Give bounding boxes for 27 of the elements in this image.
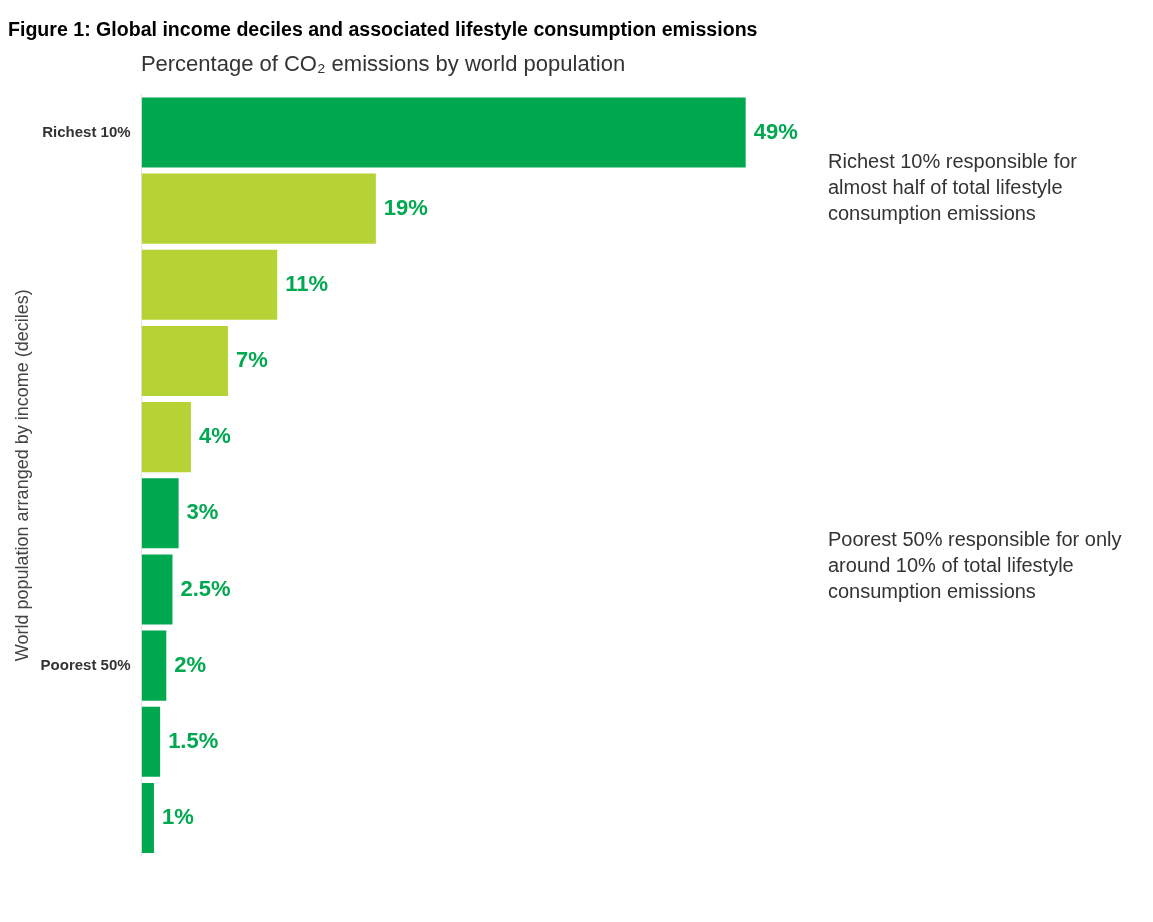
bar [141,325,228,396]
bar [141,402,191,473]
bar [141,249,278,320]
data-label: 1.5% [168,727,219,753]
y-tick-label: Richest 10% [42,122,131,140]
chart-subtitle: Percentage of CO₂ emissions by world population [140,51,626,77]
data-label: 49% [753,118,798,144]
data-label: 2% [174,651,207,677]
bar [141,97,746,168]
text: Richest 10% responsible for almost half of total lifestyle consumption emissions [828,149,1078,226]
data-label: 1% [161,803,194,829]
y-axis-title: World population arranged by income (deciles) [11,289,32,662]
text: Poorest 50% responsible for only around 10% of total lifestyle consumption emissions [828,527,1123,604]
bar [141,782,154,853]
bar [141,173,376,244]
bar [141,478,179,549]
data-label: 3% [186,499,219,525]
data-label: 11% [285,270,329,296]
data-label: 4% [198,423,231,449]
bar [141,706,161,777]
data-label: 19% [383,194,428,220]
data-label: 7% [235,347,268,373]
y-tick-label: Poorest 50% [40,655,131,673]
bar [141,554,173,625]
chart-title: Figure 1: Global income deciles and associated lifestyle consumption emissions [8,17,758,40]
bar [141,630,167,701]
data-label: 2.5% [180,575,231,601]
